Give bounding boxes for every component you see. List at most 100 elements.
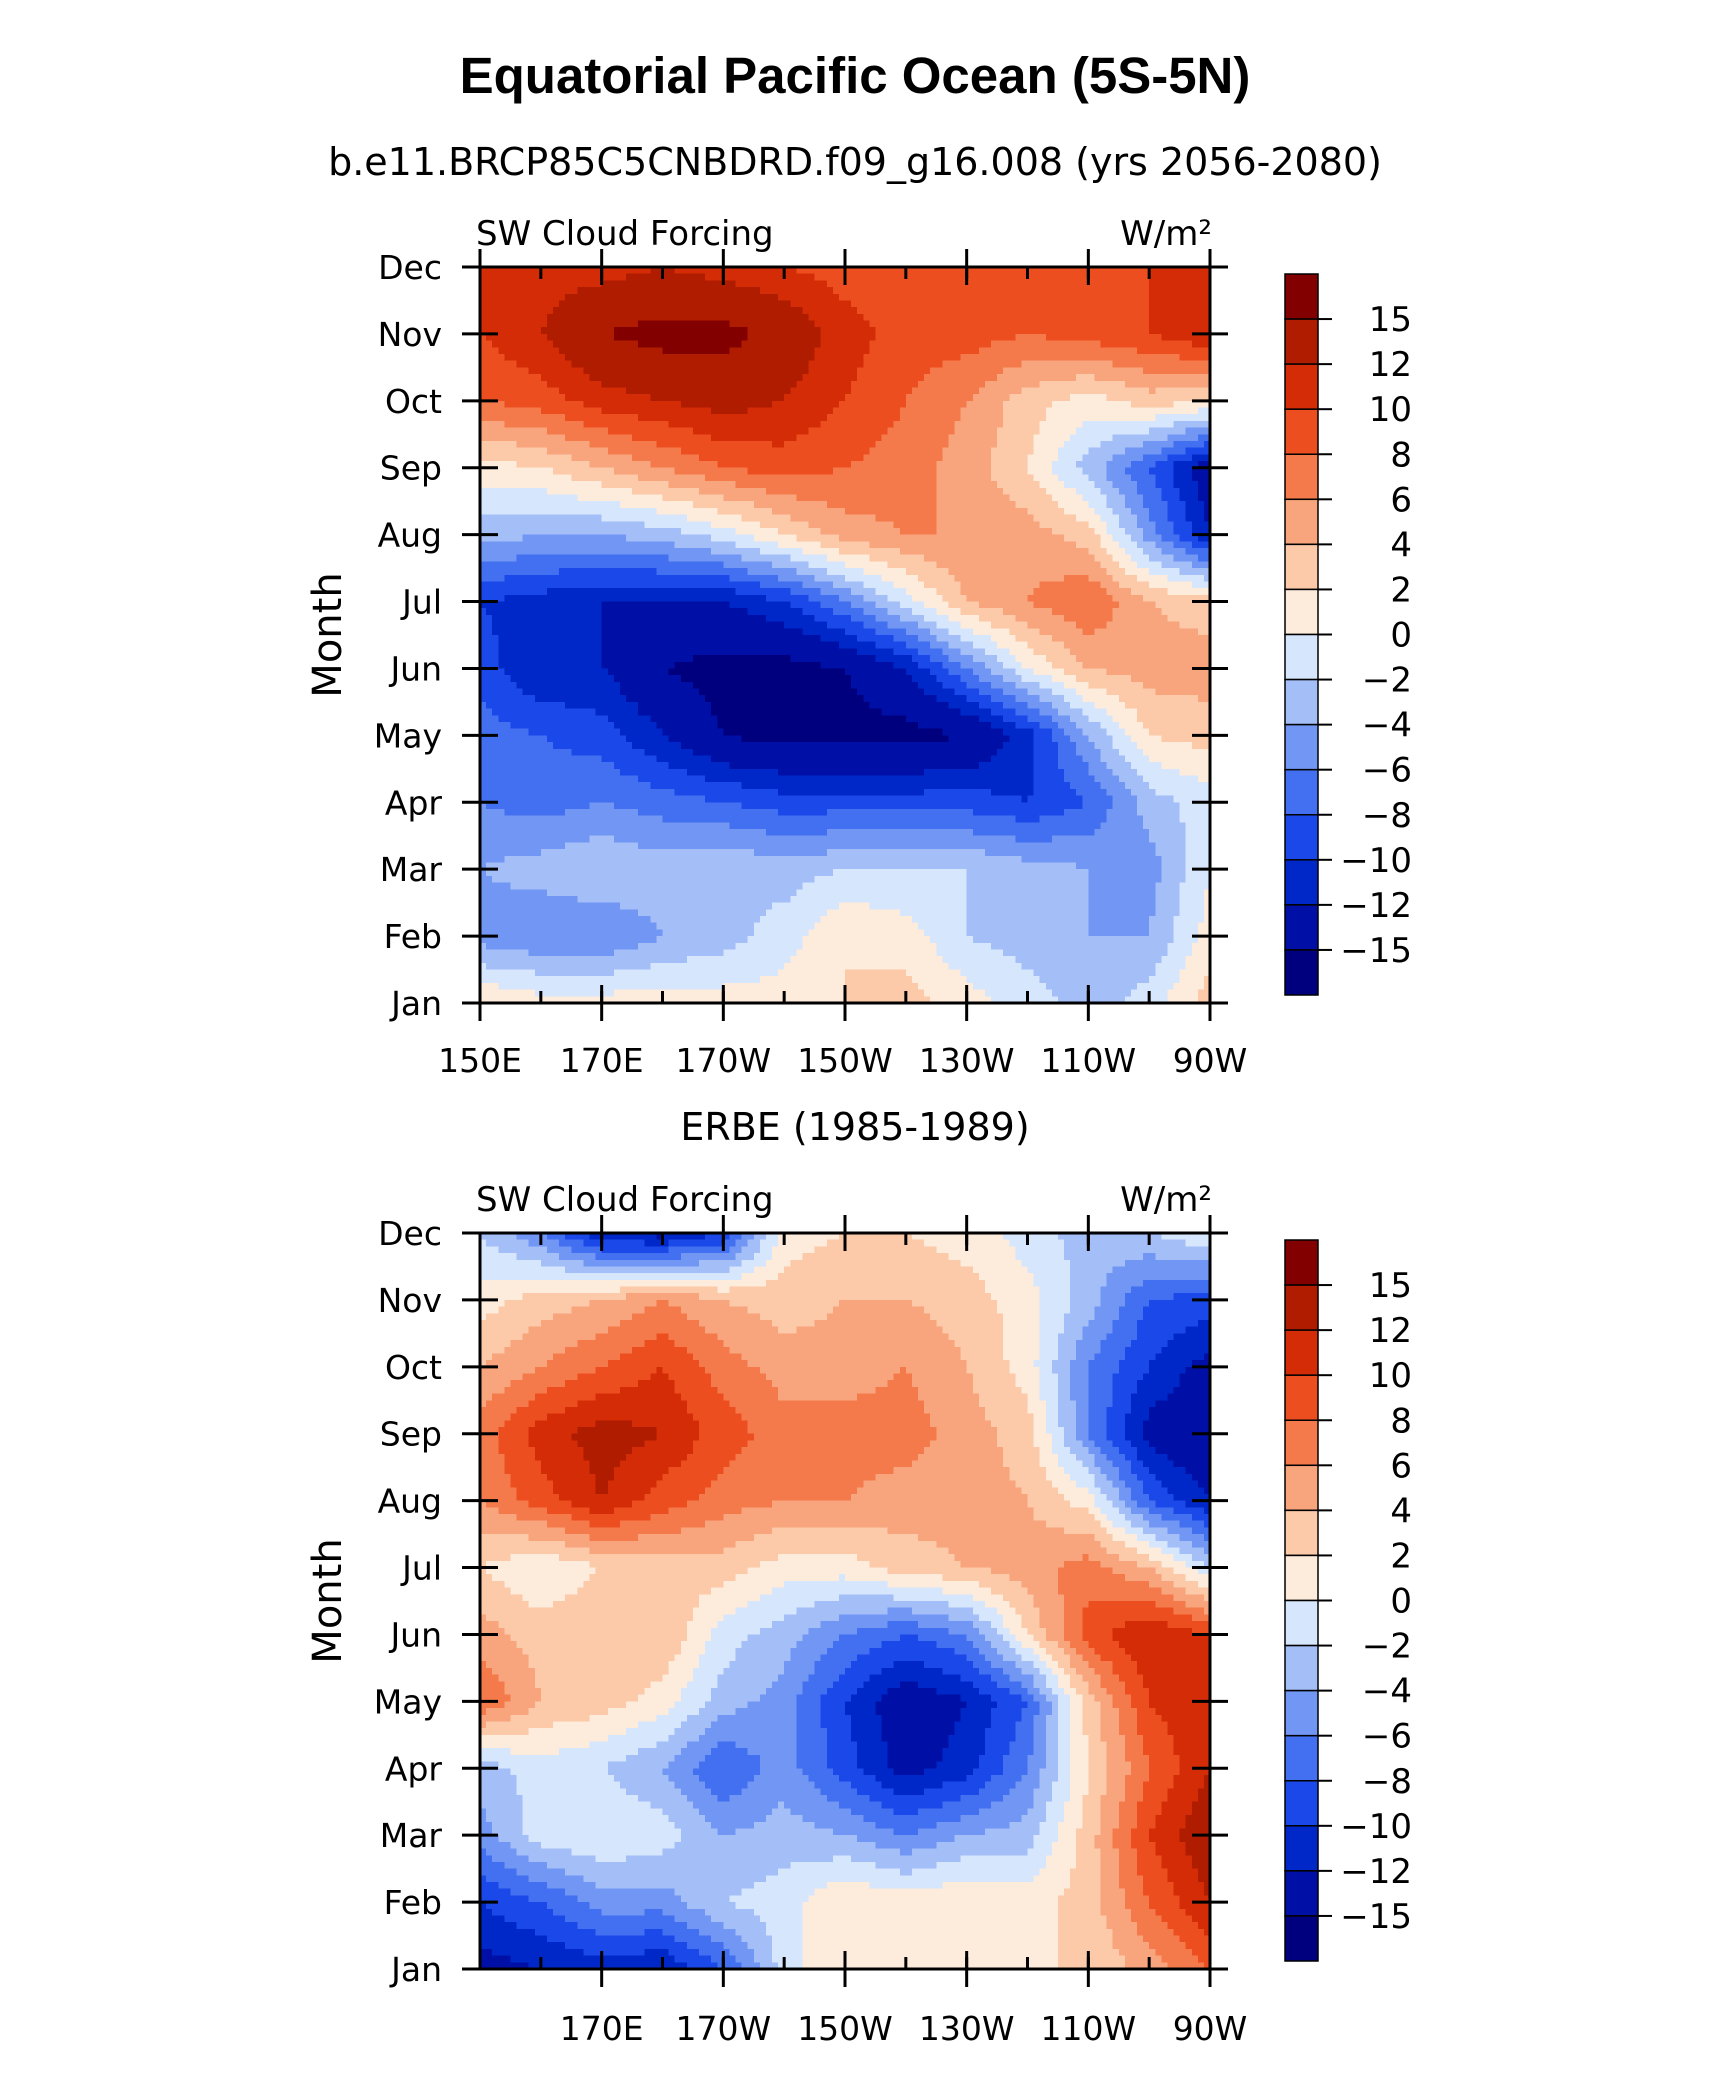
heatmap-cell (1186, 274, 1193, 281)
heatmap-cell (1113, 401, 1120, 408)
heatmap-cell (839, 468, 846, 475)
heatmap-cell (681, 321, 688, 328)
heatmap-cell (1034, 307, 1041, 314)
heatmap-cell (851, 327, 858, 334)
heatmap-cell (1088, 508, 1095, 515)
heatmap-cell (583, 474, 590, 481)
heatmap-cell (1125, 535, 1132, 542)
heatmap-cell (571, 274, 578, 281)
heatmap-cell (748, 481, 755, 488)
heatmap-cell (656, 421, 663, 428)
heatmap-cell (1155, 394, 1162, 401)
heatmap-cell (559, 287, 566, 294)
heatmap-cell (1186, 387, 1193, 394)
heatmap-cell (699, 300, 706, 307)
heatmap-cell (778, 521, 785, 528)
heatmap-cell (821, 327, 828, 334)
heatmap-cell (1186, 374, 1193, 381)
heatmap-cell (602, 401, 609, 408)
heatmap-cell (650, 341, 657, 348)
heatmap-cell (1009, 428, 1016, 435)
heatmap-cell (687, 401, 694, 408)
heatmap-cell (699, 468, 706, 475)
heatmap-cell (1125, 321, 1132, 328)
heatmap-cell (766, 434, 773, 441)
heatmap-cell (656, 481, 663, 488)
heatmap-cell (839, 334, 846, 341)
heatmap-cell (930, 521, 937, 528)
heatmap-cell (833, 381, 840, 388)
heatmap-cell (760, 294, 767, 301)
heatmap-cell (583, 274, 590, 281)
heatmap-cell (1094, 441, 1101, 448)
heatmap-cell (1082, 367, 1089, 374)
heatmap-cell (1076, 501, 1083, 508)
heatmap-cell (961, 401, 968, 408)
heatmap-cell (541, 294, 548, 301)
heatmap-cell (559, 434, 566, 441)
heatmap-cell (772, 408, 779, 415)
heatmap-cell (979, 374, 986, 381)
heatmap-cell (857, 414, 864, 421)
heatmap-cell (863, 414, 870, 421)
heatmap-cell (736, 274, 743, 281)
heatmap-cell (553, 414, 560, 421)
heatmap-cell (517, 521, 524, 528)
heatmap-cell (790, 515, 797, 522)
heatmap-cell (967, 374, 974, 381)
heatmap-cell (705, 501, 712, 508)
heatmap-cell (991, 528, 998, 535)
heatmap-cell (815, 408, 822, 415)
heatmap-cell (833, 488, 840, 495)
heatmap-cell (553, 468, 560, 475)
heatmap-cell (699, 327, 706, 334)
heatmap-cell (1076, 321, 1083, 328)
heatmap-cell (900, 421, 907, 428)
heatmap-cell (1161, 488, 1168, 495)
heatmap-cell (1174, 287, 1181, 294)
heatmap-cell (796, 414, 803, 421)
heatmap-cell (845, 367, 852, 374)
heatmap-cell (559, 421, 566, 428)
heatmap-cell (583, 494, 590, 501)
heatmap-cell (614, 481, 621, 488)
heatmap-cell (869, 294, 876, 301)
heatmap-cell (1186, 448, 1193, 455)
heatmap-cell (571, 541, 578, 548)
heatmap-cell (802, 441, 809, 448)
heatmap-cell (504, 481, 511, 488)
heatmap-cell (918, 321, 925, 328)
heatmap-cell (1137, 307, 1144, 314)
heatmap-cell (869, 528, 876, 535)
heatmap-cell (894, 307, 901, 314)
heatmap-cell (541, 481, 548, 488)
heatmap-cell (827, 367, 834, 374)
heatmap-cell (1088, 387, 1095, 394)
heatmap-cell (997, 300, 1004, 307)
heatmap-cell (656, 535, 663, 542)
heatmap-cell (687, 461, 694, 468)
heatmap-cell (1076, 448, 1083, 455)
heatmap-cell (882, 441, 889, 448)
heatmap-cell (1180, 408, 1187, 415)
heatmap-cell (955, 454, 962, 461)
heatmap-cell (760, 515, 767, 522)
heatmap-cell (723, 408, 730, 415)
heatmap-cell (1155, 314, 1162, 321)
heatmap-cell (1058, 515, 1065, 522)
heatmap-cell (1064, 441, 1071, 448)
heatmap-cell (1021, 535, 1028, 542)
heatmap-cell (571, 448, 578, 455)
heatmap-cell (955, 347, 962, 354)
heatmap-cell (705, 367, 712, 374)
heatmap-cell (1003, 428, 1010, 435)
heatmap-cell (577, 354, 584, 361)
heatmap-cell (1070, 515, 1077, 522)
heatmap-cell (1119, 521, 1126, 528)
heatmap-cell (1137, 488, 1144, 495)
heatmap-cell (997, 334, 1004, 341)
heatmap-cell (1107, 434, 1114, 441)
heatmap-cell (833, 274, 840, 281)
heatmap-cell (991, 341, 998, 348)
heatmap-cell (1167, 474, 1174, 481)
